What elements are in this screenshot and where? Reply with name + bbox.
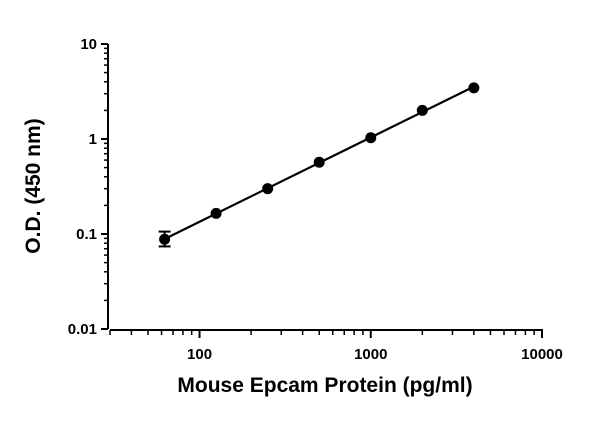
data-point-4 [365,132,377,144]
x-tick-label-1: 1000 [354,346,387,363]
data-point-3 [313,156,325,168]
x-tick-label-0: 100 [187,346,212,363]
data-point-1 [210,207,222,219]
y-tick-label-1: 1 [89,131,97,148]
data-point-2 [262,183,274,195]
x-axis-title: Mouse Epcam Protein (pg/ml) [177,374,472,397]
y-tick-label-2: 0.1 [76,226,97,243]
data-point-6 [468,82,480,94]
y-tick-label-0: 10 [80,36,97,53]
plot-marks [158,82,480,248]
y-axis-title: O.D. (450 nm) [22,118,45,253]
data-point-5 [416,104,428,116]
y-tick-label-3: 0.01 [68,321,97,338]
x-tick-label-2: 10000 [521,346,563,363]
axes: 10 1 0.1 0.01 100 1000 10000 [68,36,563,363]
data-point-0 [159,233,171,245]
